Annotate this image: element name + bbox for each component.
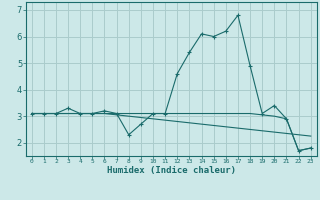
X-axis label: Humidex (Indice chaleur): Humidex (Indice chaleur) — [107, 166, 236, 175]
